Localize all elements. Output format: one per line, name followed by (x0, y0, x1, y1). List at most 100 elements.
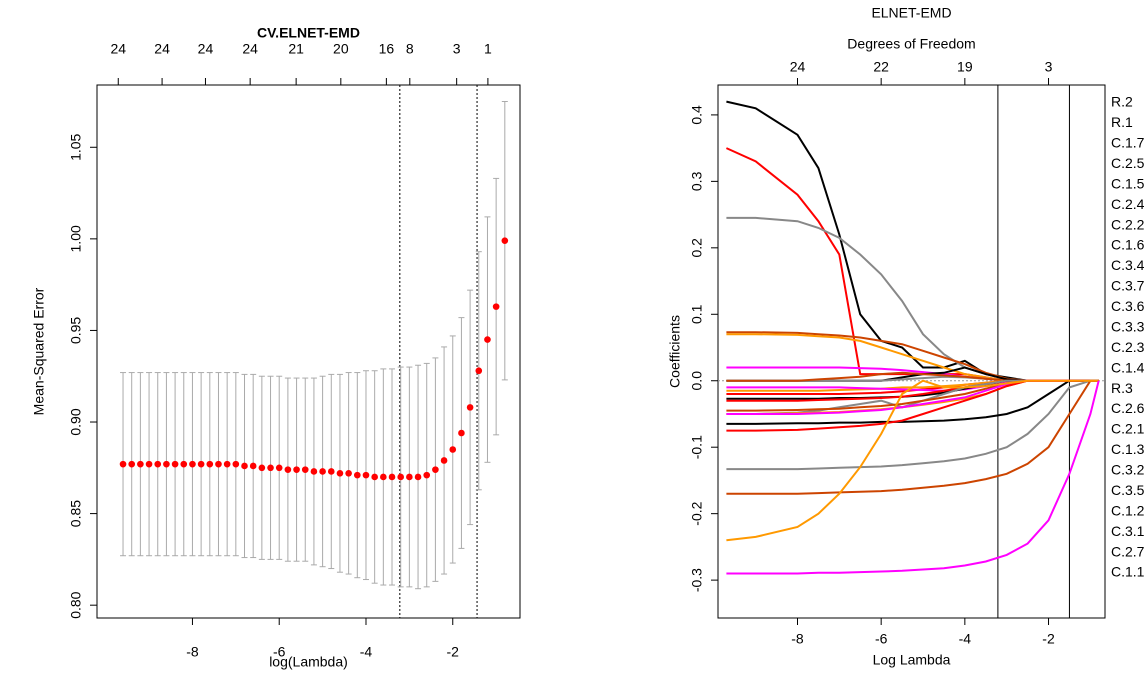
coefficient-line (726, 379, 1099, 471)
point (232, 460, 240, 468)
top-tick-label: 22 (873, 59, 889, 75)
series-label: C.2.2 (1111, 216, 1144, 232)
x-tick-label: -6 (875, 631, 888, 647)
series-label: C.2.1 (1111, 421, 1144, 437)
point (189, 460, 196, 468)
point (501, 237, 509, 244)
point (128, 460, 136, 468)
top-tick-label: 3 (1045, 59, 1053, 75)
y-axis-label: Coefficients (667, 315, 683, 388)
x-tick-label: -2 (1042, 631, 1055, 647)
y-tick-label: 0.90 (68, 408, 84, 435)
top-tick-label: 24 (242, 41, 258, 57)
point (206, 460, 214, 468)
top-axis-label: Degrees of Freedom (847, 36, 975, 52)
series-label: C.3.5 (1111, 482, 1144, 498)
point (223, 460, 231, 468)
point (371, 473, 378, 481)
y-tick-label: 0.4 (689, 105, 705, 125)
y-tick-label: 0.3 (689, 171, 705, 191)
point (423, 471, 431, 479)
y-tick-label: 0.2 (689, 238, 705, 258)
coefficient-line (725, 147, 1099, 382)
point (215, 460, 222, 468)
y-tick-label: -0.2 (689, 501, 705, 525)
point (345, 470, 352, 477)
series-label: C.3.7 (1111, 278, 1144, 294)
plot-box (717, 84, 1106, 619)
y-tick-label: 0.95 (68, 317, 84, 344)
x-axis-label: log(Lambda) (269, 654, 348, 670)
point (388, 473, 396, 481)
series-label: R.2 (1111, 94, 1133, 110)
y-tick-label: 0.85 (68, 500, 84, 527)
point (119, 460, 127, 468)
top-tick-label: 19 (957, 59, 973, 75)
point (458, 429, 465, 437)
series-label: R.3 (1111, 380, 1133, 396)
point (249, 462, 257, 470)
point (336, 470, 344, 477)
point (380, 473, 387, 481)
point (362, 471, 370, 479)
series-label: R.1 (1111, 114, 1133, 130)
series-label: C.2.3 (1111, 339, 1144, 355)
point (466, 404, 474, 411)
series-label: C.2.4 (1111, 196, 1144, 212)
series-label: C.3.2 (1111, 462, 1144, 478)
point (197, 460, 205, 468)
point (397, 473, 404, 481)
series-label: C.3.6 (1111, 298, 1144, 314)
point (293, 466, 300, 473)
series-label: C.2.5 (1111, 155, 1144, 171)
point (484, 336, 491, 343)
point (475, 367, 483, 375)
coefficient-line (726, 100, 1099, 382)
top-tick-label: 24 (790, 59, 806, 75)
series-label: C.2.7 (1111, 543, 1144, 559)
x-tick-label: -2 (447, 644, 460, 660)
top-tick-label: 24 (154, 41, 170, 57)
x-axis-label: Log Lambda (873, 652, 951, 668)
series-label: C.1.7 (1111, 135, 1144, 151)
top-tick-label: 20 (333, 41, 349, 57)
point (154, 460, 162, 468)
point (406, 473, 413, 481)
chart-title: ELNET-EMD (871, 5, 951, 21)
y-tick-label: -0.1 (689, 435, 705, 459)
series-label: C.3.4 (1111, 257, 1144, 273)
x-tick-label: -4 (959, 631, 972, 647)
series-label: C.1.5 (1111, 175, 1144, 191)
y-axis-label: Mean-Squared Error (31, 287, 47, 415)
top-tick-label: 21 (288, 41, 304, 57)
series-label: C.1.6 (1111, 237, 1144, 253)
point (310, 468, 318, 475)
chart-title: CV.ELNET-EMD (257, 25, 360, 41)
y-tick-label: 0.0 (689, 371, 705, 391)
point (145, 460, 153, 468)
x-tick-label: -6 (273, 644, 286, 660)
top-tick-label: 3 (453, 41, 461, 57)
point (301, 466, 309, 473)
series-label: C.1.2 (1111, 502, 1144, 518)
y-tick-label: 0.80 (68, 591, 84, 618)
point (327, 468, 335, 475)
y-tick-label: 1.05 (68, 133, 84, 160)
series-label: C.1.3 (1111, 441, 1144, 457)
top-tick-label: 16 (379, 41, 395, 57)
top-tick-label: 8 (406, 41, 414, 57)
point (180, 460, 188, 468)
series-label: C.3.3 (1111, 318, 1144, 334)
point (275, 464, 283, 472)
coefficient-line (726, 379, 1099, 495)
series-label: C.1.1 (1111, 564, 1144, 580)
y-tick-label: 1.00 (68, 225, 84, 252)
point (267, 464, 274, 472)
y-tick-label: 0.1 (689, 304, 705, 324)
coefficient-line (726, 379, 1099, 542)
point (319, 468, 326, 475)
point (258, 464, 266, 472)
top-tick-label: 24 (110, 41, 126, 57)
coefficient-line (726, 379, 1099, 392)
